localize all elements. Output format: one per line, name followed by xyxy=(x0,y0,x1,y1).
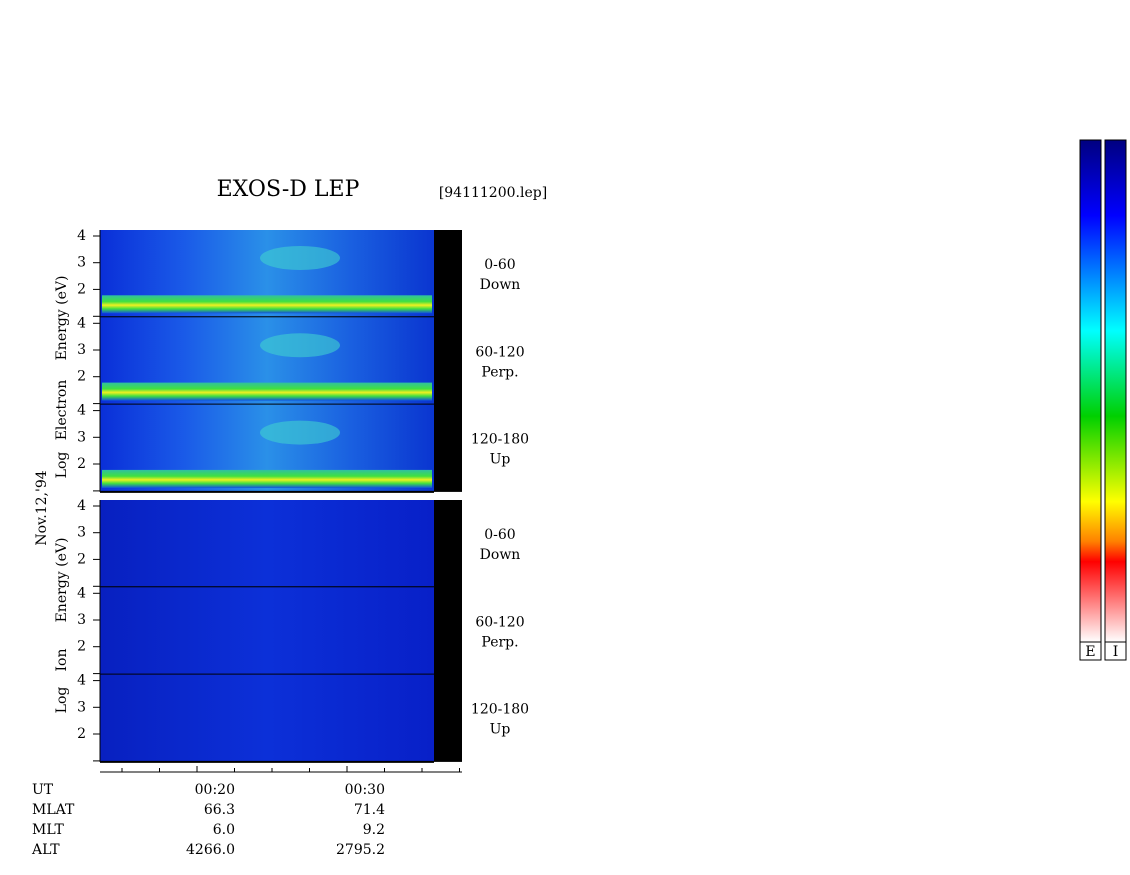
color-bar-label: E xyxy=(1085,644,1095,660)
y-tick-label: 3 xyxy=(77,429,86,445)
y-tick-label: 3 xyxy=(77,699,86,715)
direction: Down xyxy=(480,277,521,293)
y-tick-label: 4 xyxy=(77,315,86,331)
spectrogram-feature xyxy=(260,246,340,270)
y-tick-label: 4 xyxy=(77,585,86,601)
pitch-angle: 120-180 xyxy=(471,432,529,448)
y-tick-label: 2 xyxy=(77,369,86,385)
y-tick-label: 2 xyxy=(77,551,86,567)
title: EXOS-D LEP xyxy=(217,177,360,202)
direction: Down xyxy=(480,547,521,563)
color-bar-label: I xyxy=(1113,644,1119,660)
pitch-angle: 120-180 xyxy=(471,702,529,718)
color-bar xyxy=(1104,139,1127,643)
ephemeris-value: 71.4 xyxy=(354,802,385,818)
ephemeris-value: 66.3 xyxy=(204,802,235,818)
y-tick-label: 2 xyxy=(77,281,86,297)
pitch-angle: 60-120 xyxy=(475,344,524,360)
y-tick-label: 4 xyxy=(77,673,86,689)
ephemeris-label: ALT xyxy=(31,842,60,858)
ephemeris-value: 4266.0 xyxy=(186,842,235,858)
ephemeris-value: 2795.2 xyxy=(336,842,385,858)
y-axis-label: Electron xyxy=(54,380,70,441)
y-tick-label: 3 xyxy=(77,525,86,541)
spectrogram xyxy=(100,674,434,762)
ephemeris-label: UT xyxy=(32,782,54,798)
y-tick-label: 4 xyxy=(77,498,86,514)
ephemeris-value: 9.2 xyxy=(363,822,385,838)
y-tick-label: 3 xyxy=(77,612,86,628)
y-tick-label: 2 xyxy=(77,726,86,742)
ephemeris-value: 00:20 xyxy=(195,782,235,798)
file-name: [94111200.lep] xyxy=(439,185,547,201)
direction: Up xyxy=(490,722,511,738)
y-axis-label: Log xyxy=(54,452,70,479)
spectrogram xyxy=(100,587,434,675)
direction: Perp. xyxy=(481,634,518,650)
ephemeris-value: 6.0 xyxy=(213,822,235,838)
direction: Perp. xyxy=(481,364,518,380)
spectrogram-band xyxy=(102,382,432,401)
spectrogram-band xyxy=(102,469,432,488)
y-axis-label: Energy (eV) xyxy=(54,538,70,623)
ephemeris-value: 00:30 xyxy=(345,782,385,798)
y-tick-label: 4 xyxy=(77,403,86,419)
y-tick-label: 2 xyxy=(77,639,86,655)
y-tick-label: 4 xyxy=(77,228,86,244)
pitch-angle: 0-60 xyxy=(484,257,515,273)
spectrogram-feature xyxy=(260,420,340,445)
y-tick-label: 3 xyxy=(77,342,86,358)
color-bar xyxy=(1079,139,1102,643)
y-tick-label: 2 xyxy=(77,456,86,472)
y-axis-label: Log xyxy=(54,687,70,714)
date-label: Nov.12,'94 xyxy=(34,470,50,545)
pitch-angle: 0-60 xyxy=(484,527,515,543)
pitch-angle: 60-120 xyxy=(475,614,524,630)
spectrogram xyxy=(100,500,434,588)
y-tick-label: 3 xyxy=(77,255,86,271)
spectrogram-feature xyxy=(260,333,340,358)
y-axis-label: Ion xyxy=(54,649,70,672)
spectrogram-band xyxy=(102,295,432,314)
black-region xyxy=(434,500,462,762)
y-axis-label: Energy (eV) xyxy=(54,276,70,361)
ephemeris-label: MLT xyxy=(32,822,64,838)
color-bar-label-box xyxy=(1104,641,1127,661)
color-bar-label-box xyxy=(1079,641,1102,661)
black-region xyxy=(434,230,462,492)
direction: Up xyxy=(490,452,511,468)
ephemeris-label: MLAT xyxy=(32,802,75,818)
